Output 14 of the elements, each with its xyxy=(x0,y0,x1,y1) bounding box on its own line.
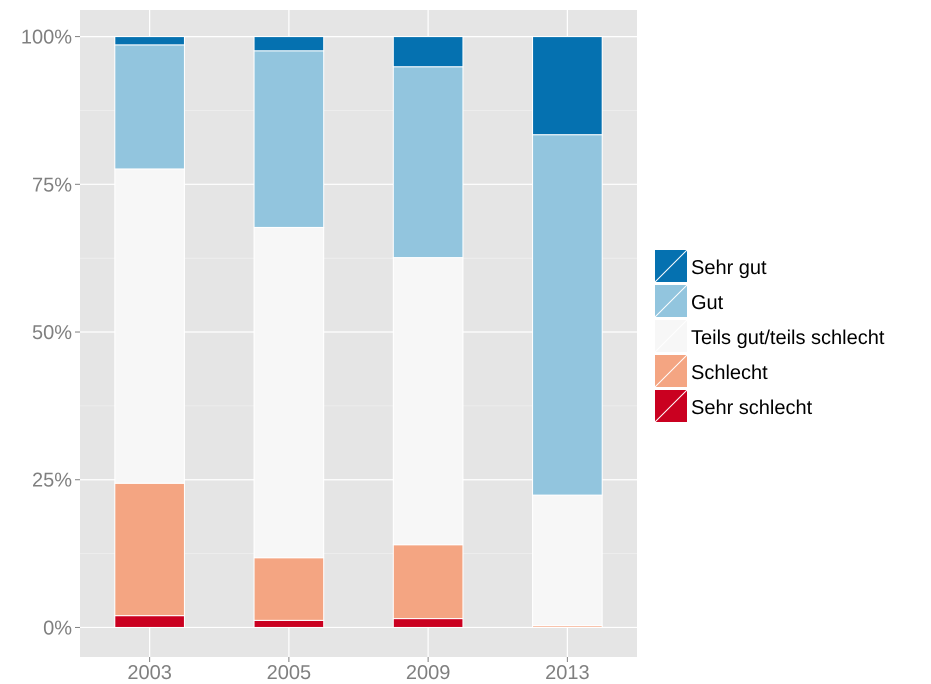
x-tick-label: 2013 xyxy=(545,662,590,684)
legend-label: Teils gut/teils schlecht xyxy=(691,327,885,349)
legend-label: Gut xyxy=(691,292,724,314)
y-tick-label: 100% xyxy=(20,26,72,49)
x-tick-label: 2005 xyxy=(266,662,312,684)
y-tick-label: 0% xyxy=(43,617,72,640)
y-tick-label: 75% xyxy=(32,174,72,196)
y-tick-label: 25% xyxy=(32,470,72,492)
x-tick-label: 2009 xyxy=(406,662,450,684)
y-tick-label: 50% xyxy=(32,322,72,344)
legend-label: Sehr schlecht xyxy=(691,397,813,419)
x-tick-label: 2003 xyxy=(127,662,172,684)
legend-label: Sehr gut xyxy=(691,257,768,279)
legend-label: Schlecht xyxy=(691,362,768,384)
